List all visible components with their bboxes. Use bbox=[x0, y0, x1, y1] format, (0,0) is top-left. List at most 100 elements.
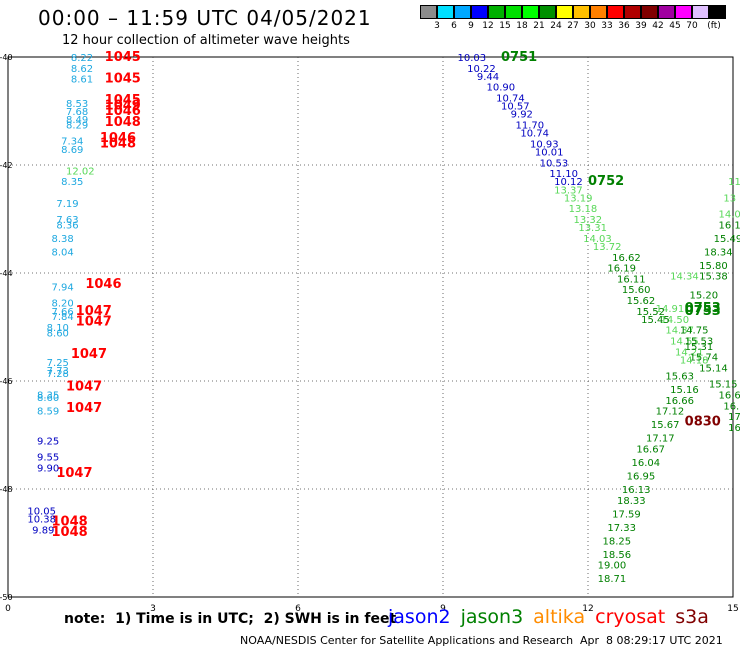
data-label-jason3: 16.67 bbox=[636, 445, 665, 456]
data-label-cryosat: 1045 bbox=[105, 72, 141, 87]
data-label-jason2: 10.57 bbox=[501, 102, 530, 113]
y-tick-label: -42 bbox=[0, 161, 13, 170]
data-label-jason3: 15.63 bbox=[665, 372, 694, 383]
color-swatch bbox=[488, 5, 505, 19]
color-scale-tick: 33 bbox=[601, 21, 613, 31]
data-label-jason2: 10.74 bbox=[520, 129, 549, 140]
data-label-jason3: 16.62 bbox=[612, 253, 641, 264]
data-label-jason3: 15.38 bbox=[699, 272, 728, 283]
data-label-pass-times: 0753 bbox=[685, 301, 721, 316]
y-tick-label: -48 bbox=[0, 485, 13, 494]
data-label-jason3: 18.33 bbox=[617, 496, 646, 507]
data-label-jason3-light: 14.21 bbox=[675, 347, 704, 358]
data-label-jason2: 10.12 bbox=[554, 177, 583, 188]
data-label-jason2: 9.89 bbox=[32, 526, 54, 537]
data-label-jason2: 11.10 bbox=[549, 169, 578, 180]
x-tick-label: 6 bbox=[295, 604, 301, 614]
data-label-cryosat: 1048 bbox=[105, 115, 141, 130]
data-label-cryosat: 1047 bbox=[66, 401, 102, 416]
data-label-jason3: 17.33 bbox=[607, 523, 636, 534]
data-label-cryosat: 1047 bbox=[76, 315, 112, 330]
data-label-jason2: 10.03 bbox=[458, 53, 487, 64]
data-label-jason3: 18.25 bbox=[603, 536, 632, 547]
data-label-jason3-light: 14.50 bbox=[661, 315, 690, 326]
data-label-jason2: 11.70 bbox=[516, 121, 545, 132]
data-label-jason2: 10.93 bbox=[530, 139, 559, 150]
color-scale-unit: (ft) bbox=[707, 21, 721, 31]
page-subtitle: 12 hour collection of altimeter wave hei… bbox=[62, 33, 350, 48]
color-swatch bbox=[658, 5, 675, 19]
color-scale-tick: 24 bbox=[550, 21, 562, 31]
data-label-altika: 8.62 bbox=[71, 64, 93, 75]
data-label-jason2: 10.01 bbox=[535, 148, 564, 159]
color-swatch bbox=[522, 5, 539, 19]
data-label-jason3: 16.66 bbox=[665, 396, 694, 407]
data-label-altika: 8.10 bbox=[47, 323, 69, 334]
data-label-pass-times: 0753 bbox=[685, 304, 721, 319]
data-label-jason3-light: 11 bbox=[728, 177, 740, 188]
color-scale-tick: 45 bbox=[669, 21, 681, 31]
color-swatch bbox=[624, 5, 641, 19]
data-label-altika: 7.73 bbox=[47, 366, 69, 377]
satellite-legend-item: jason2 bbox=[388, 606, 451, 628]
data-label-jason3: 16 bbox=[728, 423, 740, 434]
data-label-jason2: 10.90 bbox=[487, 83, 516, 94]
data-label-pass-times: 0751 bbox=[501, 50, 537, 65]
data-label-altika: 8.04 bbox=[52, 247, 74, 258]
data-label-jason3: 16.04 bbox=[632, 458, 661, 469]
data-label-cryosat: 1048 bbox=[52, 514, 88, 529]
credit-date: Apr 8 08:29:17 UTC 2021 bbox=[580, 634, 723, 647]
data-label-jason3: 15.20 bbox=[690, 291, 719, 302]
data-label-jason2: 9.90 bbox=[37, 463, 59, 474]
data-label-jason3: 16.7 bbox=[723, 401, 740, 412]
data-label-jason3-light: 13.19 bbox=[564, 193, 593, 204]
color-swatch bbox=[420, 5, 437, 19]
x-tick-label: 12 bbox=[582, 604, 593, 614]
color-swatch bbox=[505, 5, 522, 19]
data-label-altika: 7.19 bbox=[56, 199, 78, 210]
color-scale-tick: 3 bbox=[434, 21, 440, 31]
data-label-altika: 7.63 bbox=[56, 215, 78, 226]
data-label-jason3: 17.12 bbox=[656, 407, 685, 418]
data-label-altika: 8.20 bbox=[52, 299, 74, 310]
data-label-jason3: 15.14 bbox=[699, 364, 728, 375]
satellite-legend: jason2 jason3 altika cryosat s3a bbox=[388, 606, 719, 628]
color-scale-tick: 6 bbox=[451, 21, 457, 31]
page-title: 00:00 – 11:59 UTC 04/05/2021 bbox=[38, 6, 372, 30]
color-swatch bbox=[675, 5, 692, 19]
data-label-altika: 8.22 bbox=[71, 53, 93, 64]
data-label-altika: 8.69 bbox=[61, 145, 83, 156]
data-label-altika: 7.94 bbox=[52, 283, 74, 294]
color-swatch bbox=[454, 5, 471, 19]
data-label-cryosat: 1047 bbox=[56, 466, 92, 481]
data-label-jason2: 9.92 bbox=[511, 110, 533, 121]
data-label-jason3: 15.49 bbox=[714, 234, 740, 245]
data-label-cryosat: 1048 bbox=[100, 136, 136, 151]
data-label-cryosat: 1047 bbox=[76, 304, 112, 319]
data-label-altika: 8.36 bbox=[56, 220, 78, 231]
data-label-jason3-light: 14.91 bbox=[656, 304, 685, 315]
color-swatch bbox=[556, 5, 573, 19]
x-tick-label: 0 bbox=[5, 604, 11, 614]
data-label-cryosat: 1045 bbox=[105, 50, 141, 65]
data-label-jason3: 15.52 bbox=[636, 307, 665, 318]
data-label-jason3-light: 13.31 bbox=[578, 223, 607, 234]
data-label-jason3: 14.75 bbox=[680, 326, 709, 337]
color-swatch bbox=[539, 5, 556, 19]
data-label-jason3-light: 13.18 bbox=[569, 204, 598, 215]
color-scale-tick: 36 bbox=[618, 21, 630, 31]
data-label-altika: 7.66 bbox=[52, 307, 74, 318]
satellite-legend-item: altika bbox=[533, 606, 586, 628]
data-label-jason3-light: 14.18 bbox=[680, 355, 709, 366]
data-label-jason3-light: 14.03 bbox=[583, 234, 612, 245]
data-label-s3a: 0830 bbox=[685, 415, 721, 430]
data-label-altika: 7.34 bbox=[61, 137, 83, 148]
data-label-jason3-light: 14.55 bbox=[670, 337, 699, 348]
y-tick-label: -46 bbox=[0, 377, 13, 386]
data-label-altika-light: 12.02 bbox=[66, 166, 95, 177]
color-scale-tick: 42 bbox=[652, 21, 664, 31]
data-label-altika: 8.38 bbox=[52, 234, 74, 245]
data-label-jason3: 15.31 bbox=[685, 342, 714, 353]
data-label-jason3: 15.67 bbox=[651, 420, 680, 431]
data-label-jason3: 18.56 bbox=[603, 550, 632, 561]
